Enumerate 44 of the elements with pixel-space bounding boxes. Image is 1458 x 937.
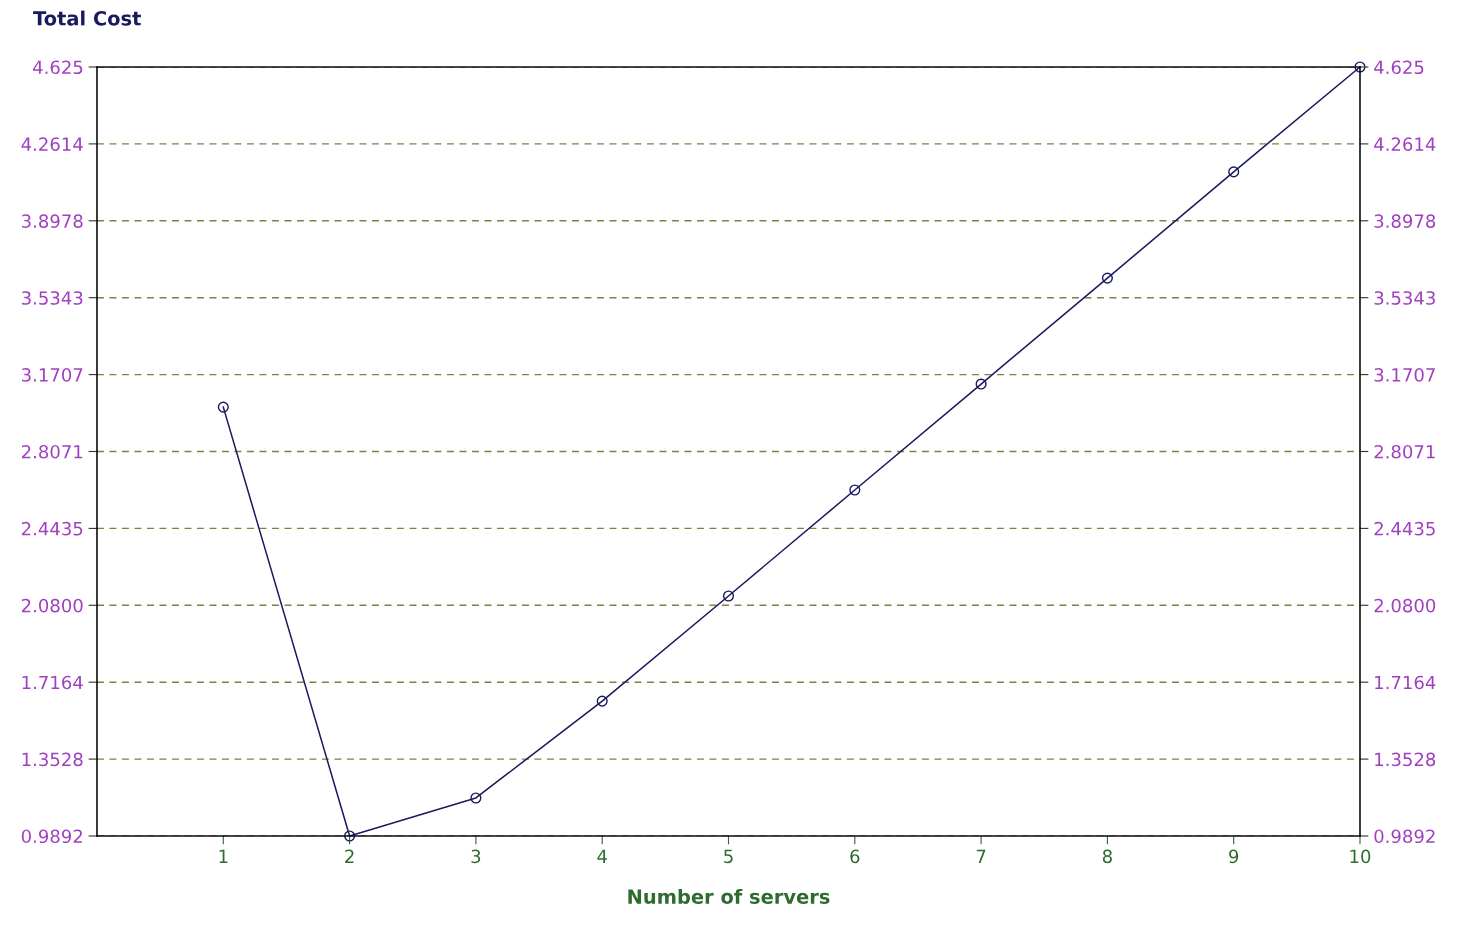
x-tick-label: 6 xyxy=(850,849,860,864)
chart-title: Total Cost xyxy=(33,10,141,26)
point xyxy=(1354,61,1366,73)
x-tick-label: 10 xyxy=(1350,849,1371,864)
y2-tick-label: 3.1707 xyxy=(1374,368,1435,382)
y-tick-label: 3.8978 xyxy=(22,214,83,228)
y2-tick-label: 4.625 xyxy=(1374,60,1424,75)
y-tick-label: 0.9892 xyxy=(21,829,82,844)
x-tick-label: 2 xyxy=(345,849,354,863)
y2-tick-label: 2.8071 xyxy=(1374,444,1435,459)
y-tick-label: 2.8071 xyxy=(21,444,83,459)
y2-tick-label: 3.8978 xyxy=(1374,214,1436,228)
point xyxy=(722,590,735,602)
y2-tick-label: 3.5343 xyxy=(1374,291,1435,305)
y-tick-label: 3.5343 xyxy=(22,291,83,305)
point xyxy=(1101,272,1113,284)
y2-tick-label: 0.9892 xyxy=(1374,829,1435,844)
x-tick-label: 8 xyxy=(1102,849,1112,864)
y2-tick-label: 4.2614 xyxy=(1374,137,1436,152)
y-tick-label: 4.625 xyxy=(33,60,83,75)
y-tick-label: 4.2614 xyxy=(21,137,83,152)
point xyxy=(217,401,229,413)
point xyxy=(1228,166,1240,178)
x-tick-label: 7 xyxy=(976,849,986,863)
y-tick-label: 3.1707 xyxy=(22,368,83,382)
y-tick-label: 1.3528 xyxy=(22,752,83,767)
y2-tick-label: 2.0800 xyxy=(1374,598,1436,613)
x-tick-label: 5 xyxy=(724,849,733,864)
x-tick-label: 1 xyxy=(219,849,228,863)
y-tick-label: 2.0800 xyxy=(21,598,83,613)
point xyxy=(849,484,861,496)
point xyxy=(596,695,608,707)
y2-tick-label: 1.3528 xyxy=(1375,752,1436,767)
x-tick-label: 4 xyxy=(597,849,607,863)
y2-tick-label: 2.4435 xyxy=(1374,521,1435,536)
point xyxy=(975,378,987,390)
point xyxy=(344,830,356,842)
x-tick-label: 3 xyxy=(471,849,481,864)
x-axis-title: Number of servers xyxy=(628,888,830,904)
y-tick-label: 2.4435 xyxy=(21,521,83,536)
x-tick-label: 9 xyxy=(1229,849,1239,864)
point xyxy=(470,792,482,804)
y2-tick-label: 1.7164 xyxy=(1375,675,1436,690)
y-tick-label: 1.7164 xyxy=(22,675,83,690)
